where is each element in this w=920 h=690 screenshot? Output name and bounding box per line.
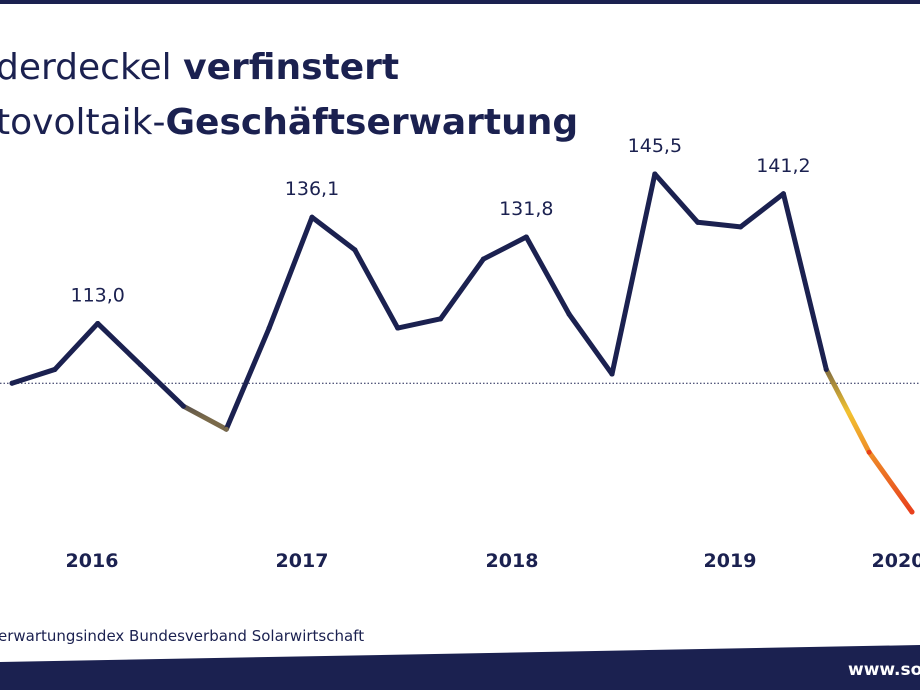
line-segment bbox=[352, 247, 401, 331]
line-segment bbox=[823, 366, 872, 455]
data-point bbox=[695, 219, 701, 225]
line-segment bbox=[95, 320, 144, 368]
data-point bbox=[909, 509, 915, 515]
data-point bbox=[438, 316, 444, 322]
x-tick-label: 2018 bbox=[486, 550, 539, 572]
data-point bbox=[566, 311, 572, 317]
footer-band-shape bbox=[0, 645, 920, 690]
data-point bbox=[223, 426, 229, 432]
line-segment bbox=[395, 316, 444, 331]
data-point bbox=[866, 449, 872, 455]
data-point bbox=[480, 256, 486, 262]
data-label: 131,8 bbox=[499, 198, 553, 220]
x-tick-label: 2017 bbox=[276, 550, 329, 572]
line-segment bbox=[9, 366, 58, 386]
source-note: erwartungsindex Bundesverband Solarwirts… bbox=[0, 627, 365, 645]
data-point bbox=[780, 191, 786, 197]
data-point bbox=[652, 171, 658, 177]
data-label: 141,2 bbox=[756, 155, 810, 177]
data-point bbox=[738, 224, 744, 230]
data-label: 136,1 bbox=[285, 178, 339, 200]
data-point bbox=[352, 247, 358, 253]
data-point bbox=[523, 234, 529, 240]
data-point bbox=[395, 325, 401, 331]
chart-title-line-2: tovoltaik-Geschäftserwartung bbox=[0, 105, 578, 141]
line-segment bbox=[738, 191, 786, 230]
data-point bbox=[609, 371, 615, 377]
data-point bbox=[823, 366, 829, 372]
data-point bbox=[138, 362, 144, 368]
line-segment bbox=[223, 325, 272, 432]
line-segment bbox=[695, 219, 744, 230]
line-segment bbox=[652, 171, 701, 225]
data-point bbox=[95, 320, 101, 326]
line-segment bbox=[866, 449, 915, 515]
line-segment bbox=[266, 214, 315, 331]
top-rule bbox=[0, 0, 920, 4]
line-segment bbox=[480, 234, 529, 262]
data-point bbox=[309, 214, 315, 220]
data-point bbox=[52, 366, 58, 372]
title-line-1-regular: derdeckel bbox=[0, 47, 184, 88]
data-point bbox=[266, 325, 272, 331]
x-axis-ticks: 2016 2017 2018 2019 2020 bbox=[66, 550, 920, 572]
data-point bbox=[180, 403, 186, 409]
title-line-2-regular: tovoltaik- bbox=[0, 102, 166, 143]
line-segment bbox=[609, 171, 658, 377]
data-label: 113,0 bbox=[71, 284, 125, 306]
line-segment bbox=[438, 256, 486, 322]
x-tick-label: 2020 bbox=[872, 550, 920, 572]
line-segment bbox=[566, 311, 615, 377]
line-segment bbox=[309, 214, 358, 253]
line-segment bbox=[138, 362, 186, 409]
line-segment bbox=[780, 191, 829, 372]
data-label: 145,5 bbox=[628, 135, 682, 157]
title-line-1-bold: verfinstert bbox=[183, 47, 400, 88]
data-point bbox=[9, 380, 15, 386]
x-tick-label: 2016 bbox=[66, 550, 119, 572]
footer-url: www.sola bbox=[848, 660, 920, 680]
line-segment bbox=[52, 320, 101, 372]
point-labels: 113,0 136,1 131,8 145,5 141,2 bbox=[71, 135, 811, 306]
line-segment bbox=[523, 234, 572, 317]
chart-title-line-1: derdeckel verfinstert bbox=[0, 50, 399, 86]
series-line bbox=[9, 171, 915, 515]
title-line-2-bold: Geschäftserwartung bbox=[165, 102, 579, 143]
x-tick-label: 2019 bbox=[704, 550, 757, 572]
line-segment bbox=[180, 403, 229, 432]
